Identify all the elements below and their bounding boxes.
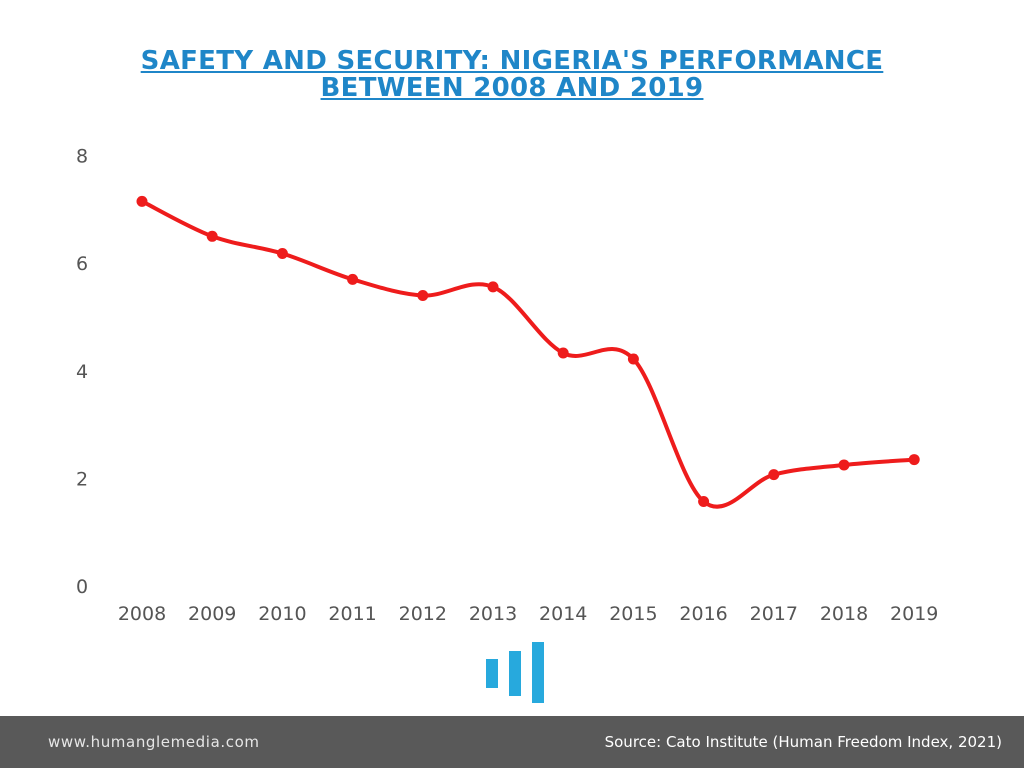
x-tick-label: 2016 xyxy=(679,603,727,625)
data-point-2011 xyxy=(347,273,359,285)
x-tick-label: 2014 xyxy=(539,603,587,625)
footer-bar: www.humanglemedia.com Source: Cato Insti… xyxy=(0,716,1024,768)
logo-bar-1 xyxy=(486,659,498,688)
data-point-2018 xyxy=(838,459,850,471)
x-tick-label: 2012 xyxy=(399,603,447,625)
logo-bar-3 xyxy=(532,642,544,703)
data-point-2009 xyxy=(206,230,218,242)
data-point-2019 xyxy=(908,454,920,466)
x-axis: 2008 2009 2010 2011 2012 2013 2014 2015 2016 2017… xyxy=(118,603,939,625)
data-point-2014 xyxy=(557,347,569,359)
x-tick-label: 2015 xyxy=(609,603,657,625)
x-tick-label: 2017 xyxy=(750,603,798,625)
data-point-2015 xyxy=(627,353,639,365)
humangle-bars-logo-icon xyxy=(486,642,544,703)
data-point-2013 xyxy=(487,281,499,293)
x-tick-label: 2008 xyxy=(118,603,166,625)
chart-title-line2: BETWEEN 2008 AND 2019 xyxy=(320,73,704,103)
y-tick-label: 4 xyxy=(76,361,88,383)
x-tick-label: 2011 xyxy=(328,603,376,625)
x-tick-label: 2009 xyxy=(188,603,236,625)
x-tick-label: 2019 xyxy=(890,603,938,625)
y-tick-label: 8 xyxy=(76,146,88,168)
website-link[interactable]: www.humanglemedia.com xyxy=(48,733,260,751)
x-tick-label: 2010 xyxy=(258,603,306,625)
chart-title: SAFETY AND SECURITY: NIGERIA'S PERFORMAN… xyxy=(0,48,1024,102)
data-point-2010 xyxy=(276,248,288,260)
chart-title-line1: SAFETY AND SECURITY: NIGERIA'S PERFORMAN… xyxy=(140,46,884,76)
data-point-2017 xyxy=(768,469,780,481)
series-line xyxy=(140,199,917,509)
y-tick-label: 2 xyxy=(76,468,88,490)
y-tick-label: 6 xyxy=(76,253,88,275)
data-point-2016 xyxy=(698,496,710,508)
y-axis: 0 2 4 6 8 xyxy=(76,146,88,598)
y-tick-label: 0 xyxy=(76,576,88,598)
logo-bar-2 xyxy=(509,651,521,696)
x-tick-label: 2013 xyxy=(469,603,517,625)
data-point-2008 xyxy=(136,195,148,207)
x-tick-label: 2018 xyxy=(820,603,868,625)
series-group xyxy=(136,195,920,509)
source-text: Source: Cato Institute (Human Freedom In… xyxy=(604,733,1002,751)
data-point-2012 xyxy=(417,289,429,301)
